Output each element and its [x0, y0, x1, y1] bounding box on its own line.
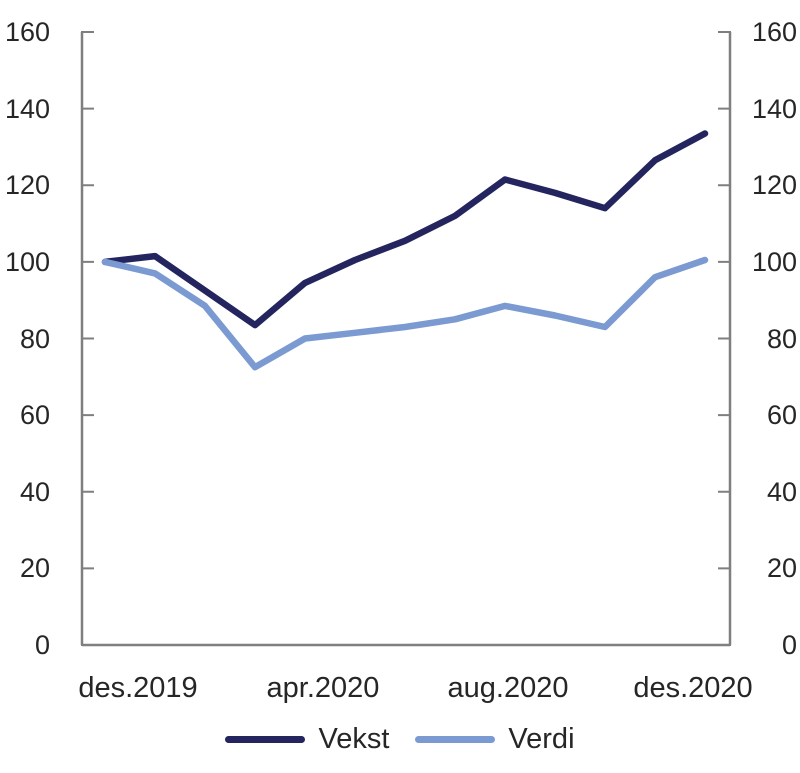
legend-label-verdi: Verdi: [508, 723, 575, 755]
x-axis-tick-label: aug.2020: [447, 672, 569, 704]
legend-label-vekst: Vekst: [318, 723, 390, 755]
y-axis-tick-label-left: 100: [4, 246, 50, 277]
y-axis-tick-label-left: 140: [4, 93, 50, 124]
y-axis-tick-label-left: 20: [19, 553, 50, 584]
legend: Vekst Verdi: [0, 722, 800, 756]
vekst-line-swatch: [225, 735, 306, 743]
y-axis-tick-label-left: 120: [4, 170, 50, 201]
y-axis-tick-label-right: 60: [766, 400, 797, 431]
y-axis-tick-label-left: 80: [19, 323, 50, 354]
y-axis-tick-label-right: 0: [781, 630, 797, 660]
y-axis-tick-label-right: 80: [766, 323, 797, 354]
legend-item-verdi: Verdi: [415, 722, 575, 756]
y-axis-tick-label-right: 100: [751, 246, 797, 277]
y-axis-tick-label-right: 20: [766, 553, 797, 584]
y-axis-tick-label-left: 60: [19, 400, 50, 431]
y-axis-tick-label-left: 160: [4, 17, 50, 47]
y-axis-tick-label-right: 160: [751, 17, 797, 47]
verdi-line-swatch: [415, 735, 496, 743]
x-axis-tick-label: des.2020: [633, 672, 753, 704]
legend-item-vekst: Vekst: [225, 722, 389, 756]
x-axis-tick-label: des.2019: [78, 672, 198, 704]
y-axis-tick-label-left: 40: [19, 476, 50, 507]
y-axis-tick-label-left: 0: [34, 630, 50, 660]
y-axis-tick-label-right: 120: [751, 170, 797, 201]
y-axis-tick-label-right: 140: [751, 93, 797, 124]
x-axis-tick-label: apr.2020: [266, 672, 380, 704]
y-axis-tick-label-right: 40: [766, 476, 797, 507]
